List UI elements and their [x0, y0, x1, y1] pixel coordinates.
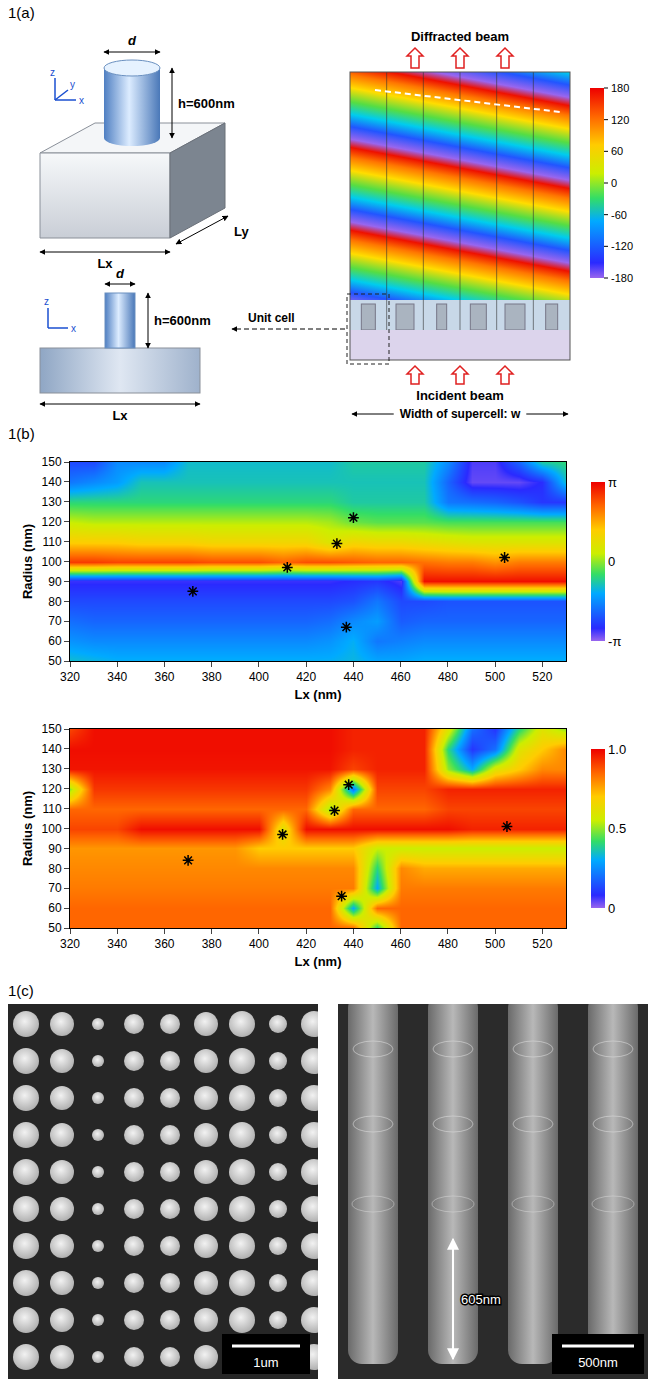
svg-text:380: 380	[202, 670, 222, 684]
svg-text:60: 60	[48, 634, 62, 648]
svg-text:x: x	[79, 95, 84, 106]
svg-text:70: 70	[48, 881, 62, 895]
svg-text:0: 0	[608, 901, 615, 916]
svg-text:150: 150	[42, 455, 62, 469]
svg-text:Width of supercell: w: Width of supercell: w	[400, 407, 521, 421]
svg-text:π: π	[608, 475, 617, 490]
svg-text:Lx (nm): Lx (nm)	[295, 954, 342, 969]
svg-text:360: 360	[154, 937, 174, 951]
svg-text:120: 120	[42, 782, 62, 796]
svg-text:605nm: 605nm	[461, 1292, 501, 1307]
svg-text:400: 400	[249, 670, 269, 684]
svg-text:Lx: Lx	[112, 408, 128, 423]
svg-text:-180: -180	[611, 272, 633, 284]
svg-text:50: 50	[48, 921, 62, 935]
svg-text:h=600nm: h=600nm	[154, 313, 211, 328]
html-text:1(a): 1(a)	[8, 4, 35, 21]
html-text:1(b): 1(b)	[8, 425, 35, 442]
svg-text:0: 0	[608, 554, 615, 569]
svg-text:Unit cell: Unit cell	[248, 311, 295, 325]
svg-text:380: 380	[202, 937, 222, 951]
svg-text:140: 140	[42, 475, 62, 489]
svg-text:70: 70	[48, 614, 62, 628]
html-text:1(c): 1(c)	[8, 982, 34, 999]
svg-text:90: 90	[48, 575, 62, 589]
svg-text:Lx: Lx	[97, 256, 113, 271]
svg-text:520: 520	[532, 670, 552, 684]
svg-text:110: 110	[42, 802, 61, 816]
svg-text:80: 80	[48, 862, 62, 876]
svg-text:90: 90	[48, 842, 62, 856]
svg-text:320: 320	[60, 670, 80, 684]
svg-text:Incident beam: Incident beam	[416, 388, 503, 403]
svg-text:500: 500	[485, 670, 505, 684]
svg-text:460: 460	[391, 937, 411, 951]
svg-text:130: 130	[42, 762, 62, 776]
svg-text:Radius (nm): Radius (nm)	[20, 524, 35, 599]
svg-text:340: 340	[107, 937, 127, 951]
svg-text:340: 340	[107, 670, 127, 684]
svg-text:60: 60	[611, 145, 623, 157]
svg-text:50: 50	[48, 654, 62, 668]
svg-text:Lx (nm): Lx (nm)	[295, 687, 342, 702]
svg-text:460: 460	[391, 670, 411, 684]
svg-text:Radius (nm): Radius (nm)	[20, 791, 35, 866]
svg-text:d: d	[116, 266, 125, 281]
svg-text:z: z	[44, 296, 49, 307]
svg-text:z: z	[50, 67, 55, 78]
svg-text:Ly: Ly	[234, 224, 249, 239]
svg-text:110: 110	[42, 535, 61, 549]
svg-text:-120: -120	[611, 240, 633, 252]
svg-text:Diffracted beam: Diffracted beam	[411, 29, 509, 44]
svg-text:360: 360	[154, 670, 174, 684]
svg-text:480: 480	[438, 670, 458, 684]
svg-text:100: 100	[42, 555, 62, 569]
svg-text:440: 440	[343, 670, 363, 684]
svg-text:120: 120	[611, 114, 629, 126]
svg-text:-60: -60	[611, 209, 627, 221]
svg-text:60: 60	[48, 901, 62, 915]
svg-text:180: 180	[611, 82, 629, 94]
svg-text:420: 420	[296, 937, 316, 951]
svg-text:320: 320	[60, 937, 80, 951]
svg-text:500: 500	[485, 937, 505, 951]
svg-text:520: 520	[532, 937, 552, 951]
svg-text:480: 480	[438, 937, 458, 951]
svg-text:80: 80	[48, 595, 62, 609]
svg-text:100: 100	[42, 822, 62, 836]
svg-text:1um: 1um	[253, 1355, 278, 1370]
svg-text:130: 130	[42, 495, 62, 509]
svg-text:h=600nm: h=600nm	[178, 96, 235, 111]
svg-text:-π: -π	[608, 634, 621, 649]
svg-text:x: x	[71, 323, 76, 334]
svg-text:440: 440	[343, 937, 363, 951]
svg-text:500nm: 500nm	[578, 1355, 618, 1370]
svg-text:d: d	[128, 33, 137, 48]
svg-text:120: 120	[42, 515, 62, 529]
svg-text:400: 400	[249, 937, 269, 951]
svg-text:1.0: 1.0	[608, 742, 626, 757]
svg-text:150: 150	[42, 722, 62, 736]
svg-text:y: y	[70, 79, 75, 90]
svg-text:0.5: 0.5	[608, 821, 626, 836]
svg-text:140: 140	[42, 742, 62, 756]
svg-text:0: 0	[611, 177, 617, 189]
svg-text:420: 420	[296, 670, 316, 684]
